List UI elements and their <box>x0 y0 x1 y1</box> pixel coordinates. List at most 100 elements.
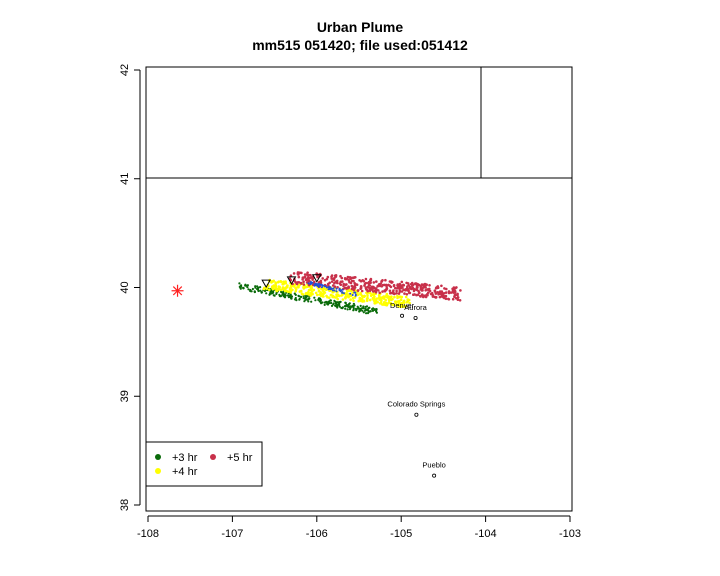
plume-particle <box>349 294 353 298</box>
plume-particle <box>289 284 293 288</box>
plume-particle <box>415 286 419 290</box>
plume-particle <box>246 286 249 289</box>
plume-particle <box>364 286 368 290</box>
plume-particle <box>278 294 281 297</box>
plume-particle <box>390 291 393 295</box>
plume-particle <box>311 278 314 281</box>
plume-particle <box>349 292 352 295</box>
plume-particle <box>420 289 424 292</box>
plume-particle <box>338 289 341 291</box>
plume-particle <box>359 287 363 290</box>
plume-particle <box>358 309 361 312</box>
plume-particle <box>363 284 366 287</box>
plume-particle <box>273 284 277 288</box>
plume-particle <box>410 281 414 285</box>
plume-particle <box>395 304 399 307</box>
plume-particle <box>385 292 389 296</box>
plume-particle <box>303 300 306 303</box>
plume-particle <box>451 289 455 293</box>
plume-particle <box>408 301 411 305</box>
plume-particle <box>440 284 443 288</box>
plume-particle <box>366 308 369 311</box>
plume-particle <box>402 305 406 308</box>
plume-particle <box>397 305 401 308</box>
plume-particle <box>431 295 435 298</box>
plume-particle <box>392 303 395 307</box>
x-tick-label: -105 <box>390 528 412 540</box>
plume-particle <box>315 283 318 286</box>
city-label: Denver <box>390 301 415 310</box>
plume-particle <box>352 305 355 308</box>
plume-particle <box>298 297 301 300</box>
plume-particle <box>393 295 396 299</box>
plume-particle <box>326 295 329 299</box>
source-marker <box>171 284 184 297</box>
plume-particle <box>359 279 363 283</box>
plume-particle <box>270 281 273 284</box>
plume-particle <box>341 291 344 294</box>
plume-particle <box>377 294 381 297</box>
plume-particle <box>372 307 375 310</box>
plume-particle <box>392 292 395 295</box>
plume-particle <box>360 307 363 310</box>
plume-particle <box>402 301 406 305</box>
plume-particle <box>297 295 300 298</box>
plume-particle <box>341 288 344 291</box>
plume-particle <box>338 303 341 306</box>
plume-particle <box>297 275 301 279</box>
plume-particle <box>404 304 408 308</box>
plume-particle <box>333 285 337 289</box>
x-axis: -108 -107 -106 -105 -104 -103 <box>137 515 581 540</box>
plume-particle <box>398 295 401 299</box>
plume-particle <box>375 280 378 283</box>
plume-particle <box>378 302 382 305</box>
legend-label-5hr: +5 hr <box>227 452 253 464</box>
plume-particle <box>277 280 281 284</box>
plume-particle <box>285 289 289 293</box>
plume-particle <box>399 305 403 309</box>
plume-particle <box>302 287 306 290</box>
plume-particle <box>274 287 278 290</box>
plume-particle <box>320 302 323 305</box>
plume-particle <box>430 291 434 295</box>
plume-particle <box>330 301 333 305</box>
city-dot <box>413 315 418 320</box>
plume-particle <box>313 296 316 299</box>
plume-particle <box>335 287 338 290</box>
plume-particle <box>339 290 342 293</box>
x-tick-label: -103 <box>559 528 581 540</box>
plume-particle <box>380 299 383 303</box>
plume-particle <box>310 276 313 279</box>
plume-particle <box>390 295 393 299</box>
plume-particle <box>382 302 386 305</box>
plume-particle <box>313 283 316 286</box>
plume-particle <box>298 271 302 275</box>
plume-particle <box>367 310 370 313</box>
plume-particle <box>335 290 338 293</box>
plume-particle <box>335 279 339 283</box>
plume-particle <box>406 282 410 285</box>
plume-particle <box>367 283 371 287</box>
plume-particle <box>342 282 346 286</box>
plume-particle <box>319 281 323 285</box>
plume-particle <box>392 283 396 287</box>
plume-particle <box>364 307 367 310</box>
plume-particle <box>263 286 266 290</box>
plume-particle <box>319 279 323 283</box>
plume-particle <box>390 302 393 306</box>
plume-particle <box>395 292 398 295</box>
plume-particle <box>309 281 312 284</box>
source-star-ray <box>172 286 183 296</box>
plume-particle <box>424 284 427 287</box>
legend-swatch-5hr <box>210 454 216 460</box>
title-block: Urban Plume mm515 051420; file used:0514… <box>0 18 720 54</box>
plume-particle <box>296 281 299 284</box>
plume-particle <box>301 276 305 280</box>
plume-particle <box>246 284 249 287</box>
plume-particle <box>303 297 307 300</box>
plume-particle <box>309 291 313 295</box>
plume-particle <box>444 294 448 298</box>
plume-particle <box>356 293 360 297</box>
plume-particle <box>399 298 403 302</box>
plume-particle <box>347 304 350 307</box>
